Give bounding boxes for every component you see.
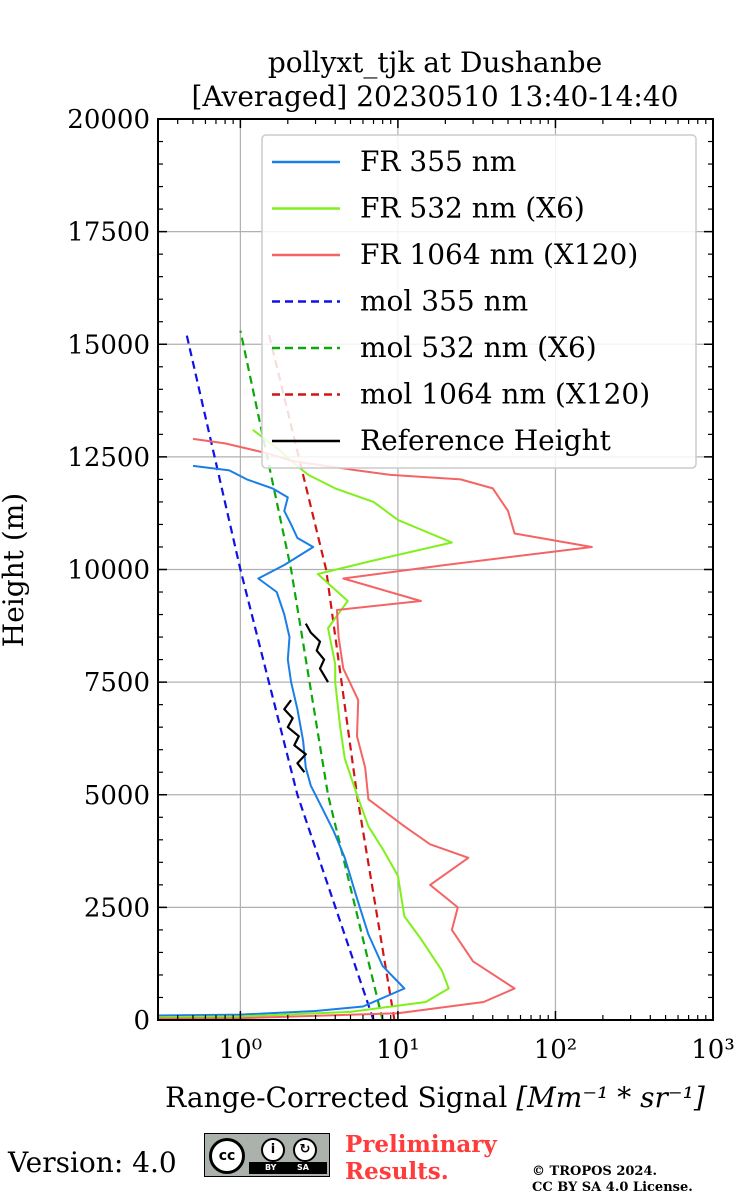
y-tick-label: 20000 — [67, 105, 150, 135]
series-mol-355-nm-line — [184, 330, 375, 1020]
series-fr-355-nm-line — [158, 464, 406, 1017]
series-reference-height-line — [283, 699, 307, 773]
series-mol-532-nm-x6-line — [239, 330, 384, 1020]
x-tick-label: 10¹ — [376, 1035, 420, 1065]
x-axis-label-unit: [Mm⁻¹ * sr⁻¹] — [516, 1081, 705, 1114]
cc-by-icon: i — [261, 1138, 285, 1162]
legend-label: FR 355 nm — [360, 145, 516, 178]
preliminary-line1: Preliminary — [345, 1131, 497, 1158]
series-reference-height-line — [304, 623, 329, 683]
legend: FR 355 nm FR 532 nm (X6) FR 1064 nm (X120)… — [261, 134, 697, 469]
legend-label: mol 532 nm (X6) — [360, 331, 597, 364]
legend-label: mol 355 nm — [360, 285, 528, 318]
y-tick-label: 15000 — [67, 330, 150, 360]
y-tick-label: 7500 — [84, 668, 150, 698]
cc-sa-icon: ↻ — [293, 1138, 317, 1162]
preliminary-notice: Preliminary Results. — [345, 1131, 497, 1185]
x-tick-label: 10³ — [691, 1035, 735, 1065]
preliminary-line2: Results. — [345, 1158, 449, 1185]
legend-label: FR 532 nm (X6) — [360, 192, 585, 225]
legend-label: Reference Height — [360, 424, 612, 457]
axis-ticks — [157, 118, 714, 1021]
copyright-notice: © TROPOS 2024. CC BY SA 4.0 License. — [532, 1164, 693, 1196]
y-axis-label: Height (m) — [0, 493, 30, 647]
y-tick-label: 0 — [133, 1006, 150, 1036]
x-axis-label: Range-Corrected Signal [Mm⁻¹ * sr⁻¹] — [165, 1081, 705, 1114]
chart-title-line2: [Averaged] 20230510 13:40-14:40 — [192, 80, 679, 113]
chart-title-line1: pollyxt_tjk at Dushanbe — [268, 46, 602, 79]
y-tick-label: 12500 — [67, 443, 150, 473]
x-tick-label: 10² — [534, 1035, 578, 1065]
legend-label: mol 1064 nm (X120) — [360, 378, 650, 411]
legend-label: FR 1064 nm (X120) — [360, 238, 638, 271]
cc-license-badge: cc i ↻ BY SA — [204, 1133, 330, 1177]
cc-sa-label: SA — [297, 1163, 309, 1172]
tick-labels: 10⁰ 10¹ 10² 10³ 0 2500 5000 7500 10000 12500 15000… — [67, 105, 734, 1065]
x-tick-label: 10⁰ — [219, 1035, 263, 1065]
version-label: Version: 4.0 — [8, 1146, 177, 1179]
y-tick-label: 2500 — [84, 893, 150, 923]
y-tick-label: 10000 — [67, 556, 150, 586]
copyright-line1: © TROPOS 2024. — [532, 1164, 658, 1179]
legend-box — [261, 134, 697, 469]
copyright-line2: CC BY SA 4.0 License. — [532, 1180, 693, 1195]
x-axis-label-text: Range-Corrected Signal — [165, 1081, 507, 1114]
y-tick-label: 5000 — [84, 781, 150, 811]
signal-lines — [158, 429, 593, 1020]
series-fr-1064-nm-x120-line — [158, 437, 593, 1020]
series-fr-532-nm-x6-line — [158, 429, 453, 1019]
y-tick-label: 17500 — [67, 218, 150, 248]
cc-by-label: BY — [265, 1163, 277, 1172]
cc-label-strip: BY SA — [249, 1162, 327, 1174]
cc-logo-icon: cc — [209, 1138, 245, 1174]
